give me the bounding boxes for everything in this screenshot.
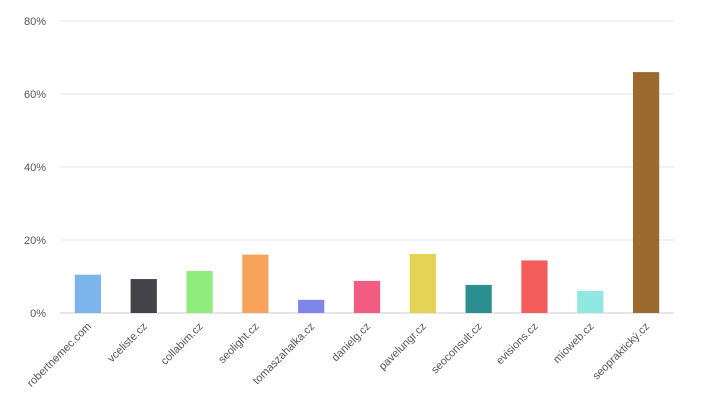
bar[interactable] <box>74 274 102 313</box>
x-tick-label: seolight.cz <box>216 321 261 366</box>
x-tick-label: vceliste.cz <box>105 321 149 365</box>
bar[interactable] <box>242 254 269 313</box>
bar[interactable] <box>353 280 381 313</box>
y-tick-label: 60% <box>24 89 46 101</box>
x-tick-label: danielg.cz <box>330 321 374 365</box>
y-tick-label: 80% <box>24 16 46 28</box>
bar[interactable] <box>298 299 325 313</box>
bar[interactable] <box>521 260 548 313</box>
x-tick-label: mioweb.cz <box>551 321 596 366</box>
x-tick-label: tomaszahalka.cz <box>251 321 317 387</box>
bar[interactable] <box>632 72 660 313</box>
y-tick-label: 0% <box>30 308 46 320</box>
x-axis-tick-labels: robertnemec.com vceliste.cz collabim.cz seo… <box>25 321 652 390</box>
bar[interactable] <box>577 290 604 313</box>
y-axis-tick-labels: 0% 20% 40% 60% 80% <box>24 16 46 320</box>
bars <box>74 72 660 313</box>
bar[interactable] <box>409 253 436 313</box>
gridlines <box>60 20 674 314</box>
x-tick-label: seopraktický.cz <box>591 321 653 383</box>
y-tick-label: 40% <box>24 162 46 174</box>
bar[interactable] <box>186 271 213 313</box>
bar[interactable] <box>130 279 157 313</box>
x-tick-label: pavelungr.cz <box>377 321 429 373</box>
x-tick-label: evisions.cz <box>494 321 541 368</box>
bar[interactable] <box>465 284 492 313</box>
x-tick-label: seoconsult.cz <box>429 321 485 377</box>
y-tick-label: 20% <box>24 235 46 247</box>
x-tick-label: collabim.cz <box>159 321 206 368</box>
x-tick-label: robertnemec.com <box>25 321 94 390</box>
